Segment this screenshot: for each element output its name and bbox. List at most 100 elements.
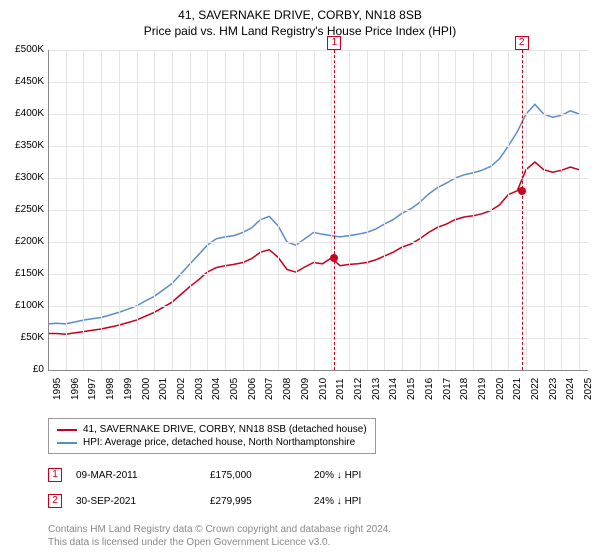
gridline-v (243, 50, 244, 370)
marker-number-box: 1 (327, 36, 341, 50)
x-axis-label: 2003 (194, 378, 205, 400)
x-axis-label: 2011 (335, 378, 346, 400)
sale-row: 1 09-MAR-2011 £175,000 20% ↓ HPI (48, 468, 414, 482)
legend-text: HPI: Average price, detached house, Nort… (83, 437, 355, 448)
x-axis-label: 2002 (176, 378, 187, 400)
gridline-v (66, 50, 67, 370)
x-axis-label: 2017 (442, 378, 453, 400)
footer-line-1: Contains HM Land Registry data © Crown c… (48, 524, 391, 535)
x-axis-label: 2004 (211, 378, 222, 400)
x-axis-label: 2001 (158, 378, 169, 400)
sale-price: £175,000 (210, 470, 300, 481)
marker-line (334, 50, 335, 370)
x-axis-label: 2007 (264, 378, 275, 400)
gridline-v (349, 50, 350, 370)
gridline-v (314, 50, 315, 370)
sale-pct: 24% ↓ HPI (314, 496, 414, 507)
sale-number-box: 2 (48, 494, 62, 508)
gridline-v (508, 50, 509, 370)
x-axis-label: 2012 (353, 378, 364, 400)
y-axis-label: £150K (4, 268, 44, 279)
legend-item: HPI: Average price, detached house, Nort… (57, 436, 367, 449)
chart-subtitle: Price paid vs. HM Land Registry's House … (0, 22, 600, 44)
x-axis-label: 2021 (512, 378, 523, 400)
x-axis-label: 1998 (105, 378, 116, 400)
x-axis-label: 2006 (247, 378, 258, 400)
x-axis-label: 2005 (229, 378, 240, 400)
gridline-v (420, 50, 421, 370)
chart-container: 41, SAVERNAKE DRIVE, CORBY, NN18 8SB Pri… (0, 0, 600, 560)
gridline-v (331, 50, 332, 370)
gridline-v (225, 50, 226, 370)
footer-line-2: This data is licensed under the Open Gov… (48, 537, 330, 548)
y-axis-label: £50K (4, 332, 44, 343)
x-axis-label: 2024 (565, 378, 576, 400)
legend-item: 41, SAVERNAKE DRIVE, CORBY, NN18 8SB (de… (57, 423, 367, 436)
x-axis-label: 1995 (52, 378, 63, 400)
gridline-v (119, 50, 120, 370)
gridline-v (561, 50, 562, 370)
gridline-v (384, 50, 385, 370)
marker-number-box: 2 (515, 36, 529, 50)
x-axis-label: 1997 (87, 378, 98, 400)
gridline-v (544, 50, 545, 370)
gridline-v (367, 50, 368, 370)
gridline-v (402, 50, 403, 370)
gridline-v (190, 50, 191, 370)
gridline-h (48, 242, 588, 243)
x-axis-label: 1996 (70, 378, 81, 400)
axis-bottom (48, 370, 588, 371)
gridline-v (491, 50, 492, 370)
sale-price: £279,995 (210, 496, 300, 507)
x-axis-label: 2008 (282, 378, 293, 400)
gridline-v (526, 50, 527, 370)
sale-number-box: 1 (48, 468, 62, 482)
gridline-v (137, 50, 138, 370)
gridline-v (154, 50, 155, 370)
y-axis-label: £100K (4, 300, 44, 311)
y-axis-label: £200K (4, 236, 44, 247)
plot-area: 12 (48, 50, 588, 370)
y-axis-label: £300K (4, 172, 44, 183)
x-axis-label: 2009 (300, 378, 311, 400)
gridline-v (207, 50, 208, 370)
sale-row: 230-SEP-2021£279,99524% ↓ HPI (48, 494, 414, 508)
x-axis-label: 2022 (530, 378, 541, 400)
x-axis-label: 2019 (477, 378, 488, 400)
gridline-v (455, 50, 456, 370)
y-axis-label: £0 (4, 364, 44, 375)
gridline-v (473, 50, 474, 370)
chart-title: 41, SAVERNAKE DRIVE, CORBY, NN18 8SB (0, 0, 600, 22)
y-axis-label: £250K (4, 204, 44, 215)
gridline-h (48, 210, 588, 211)
sale-date: 09-MAR-2011 (76, 470, 196, 481)
gridline-h (48, 338, 588, 339)
sale-pct: 20% ↓ HPI (314, 470, 414, 481)
x-axis-label: 2014 (388, 378, 399, 400)
legend-text: 41, SAVERNAKE DRIVE, CORBY, NN18 8SB (de… (83, 424, 367, 435)
marker-line (522, 50, 523, 370)
gridline-h (48, 82, 588, 83)
sale-dot (330, 254, 338, 262)
y-axis-label: £400K (4, 108, 44, 119)
legend: 41, SAVERNAKE DRIVE, CORBY, NN18 8SB (de… (48, 418, 376, 454)
y-axis-label: £350K (4, 140, 44, 151)
x-axis-label: 2016 (424, 378, 435, 400)
x-axis-label: 2010 (318, 378, 329, 400)
gridline-v (579, 50, 580, 370)
gridline-v (101, 50, 102, 370)
x-axis-label: 2013 (371, 378, 382, 400)
gridline-h (48, 146, 588, 147)
axis-left (48, 50, 49, 370)
gridline-h (48, 274, 588, 275)
x-axis-label: 2000 (141, 378, 152, 400)
gridline-h (48, 114, 588, 115)
gridline-v (172, 50, 173, 370)
x-axis-label: 2015 (406, 378, 417, 400)
y-axis-label: £500K (4, 44, 44, 55)
x-axis-label: 1999 (123, 378, 134, 400)
x-axis-label: 2023 (548, 378, 559, 400)
gridline-v (260, 50, 261, 370)
gridline-v (438, 50, 439, 370)
gridline-h (48, 178, 588, 179)
